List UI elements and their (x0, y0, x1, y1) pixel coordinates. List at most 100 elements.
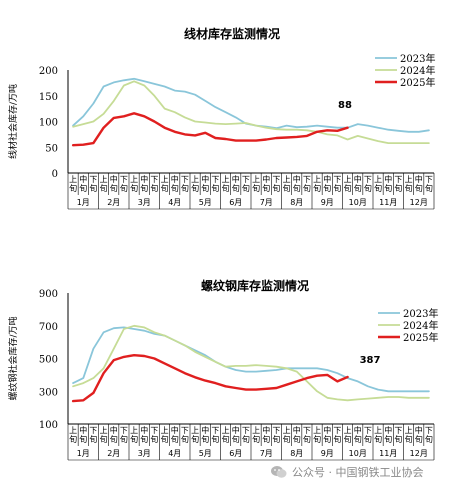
chart1-period-label: 中 (293, 174, 301, 184)
chart2-period-label: 旬 (130, 434, 138, 444)
chart2-period-label: 中 (293, 425, 301, 435)
chart1-period-label: 上 (191, 175, 199, 184)
chart2-period-label: 旬 (252, 434, 260, 444)
chart2-month-label: 10月 (349, 449, 367, 458)
chart2-period-label: 上 (405, 426, 413, 435)
chart1-period-label: 中 (171, 174, 179, 184)
chart2-period-label: 中 (415, 425, 423, 435)
chart1-month-label: 5月 (199, 198, 212, 207)
chart1-period-label: 旬 (69, 183, 77, 193)
chart1-period-label: 旬 (405, 183, 413, 193)
chart2-period-label: 旬 (100, 434, 108, 444)
chart1-period-label: 旬 (110, 183, 118, 193)
chart1-y-tick-label: 100 (39, 118, 58, 129)
chart1-period-label: 旬 (415, 183, 423, 193)
chart2-period-label: 旬 (323, 434, 331, 444)
chart1-period-label: 上 (252, 175, 260, 184)
watermark: 公众号 · 中国钢铁工业协会 (270, 463, 424, 481)
chart1-period-label: 旬 (120, 183, 128, 193)
chart2-period-label: 下 (272, 426, 280, 435)
chart1-period-label: 旬 (262, 183, 270, 193)
chart2-period-label: 旬 (405, 434, 413, 444)
chart2-series-line-1 (72, 326, 430, 393)
chart2-period-label: 中 (110, 425, 118, 435)
chart1-period-label: 旬 (161, 183, 169, 193)
chart2-y-axis-label: 螺纹钢社会库存/万吨 (7, 316, 19, 400)
chart1-period-label: 中 (354, 174, 362, 184)
chart2-month-label: 4月 (168, 449, 181, 458)
chart1-period-label: 旬 (323, 183, 331, 193)
chart2-legend-label: 2025年 (403, 331, 438, 344)
chart2-period-label: 旬 (242, 434, 250, 444)
chart2-month-label: 12月 (410, 449, 428, 458)
chart2-period-label: 旬 (120, 434, 128, 444)
chart2-period-label: 上 (222, 426, 230, 435)
chart2-period-label: 旬 (262, 434, 270, 444)
chart2-period-label: 旬 (222, 434, 230, 444)
chart2-period-label: 上 (344, 426, 352, 435)
chart2-month-label: 5月 (199, 449, 212, 458)
chart1-month-label: 1月 (77, 198, 90, 207)
chart2-period-label: 上 (100, 426, 108, 435)
chart1-period-label: 中 (384, 174, 392, 184)
chart2-month-label: 1月 (77, 449, 90, 458)
chart2-month-label: 6月 (229, 449, 242, 458)
chart1-month-label: 9月 (321, 198, 334, 207)
chart1-period-label: 上 (100, 175, 108, 184)
chart2-period-label: 旬 (79, 434, 87, 444)
chart1-period-label: 下 (181, 175, 189, 184)
watermark-text: 公众号 · 中国钢铁工业协会 (292, 466, 424, 479)
chart1-period-label: 旬 (140, 183, 148, 193)
chart2-period-label: 中 (354, 425, 362, 435)
chart1-period-label: 旬 (150, 183, 158, 193)
chart2-month-label: 8月 (290, 449, 303, 458)
chart1-period-label: 中 (323, 174, 331, 184)
chart1-period-label: 中 (415, 174, 423, 184)
chart2-period-label: 旬 (140, 434, 148, 444)
chart2-period-label: 旬 (303, 434, 311, 444)
chart1-period-label: 旬 (79, 183, 87, 193)
chart2-period-label: 中 (79, 425, 87, 435)
chart1-series-line-3 (71, 112, 349, 147)
chart2-period-label: 下 (181, 426, 189, 435)
chart2-period-label: 旬 (69, 434, 77, 444)
chart2-period-label: 下 (333, 426, 341, 435)
chart1-month-label: 3月 (138, 198, 151, 207)
chart1-period-label: 旬 (293, 183, 301, 193)
chart2-period-label: 旬 (232, 434, 240, 444)
chart2-period-label: 上 (130, 426, 138, 435)
chart1-period-label: 中 (232, 174, 240, 184)
chart2-period-label: 旬 (181, 434, 189, 444)
chart1-period-label: 下 (272, 175, 280, 184)
chart2-period-label: 上 (161, 426, 169, 435)
chart1-period-label: 下 (333, 175, 341, 184)
chart1-legend-label: 2023年 (400, 52, 435, 65)
chart1-period-label: 旬 (374, 183, 382, 193)
chart2-y-tick-label: 900 (39, 289, 58, 300)
chart2-period-label: 旬 (283, 434, 291, 444)
chart2-period-label: 下 (364, 426, 372, 435)
chart1-period-label: 旬 (344, 183, 352, 193)
chart2-period-label: 旬 (344, 434, 352, 444)
chart1-annotation: 88 (338, 100, 352, 111)
chart2-period-label: 旬 (191, 434, 199, 444)
chart1-month-label: 4月 (168, 198, 181, 207)
chart2-series-line-3 (71, 354, 349, 403)
chart1-period-label: 旬 (222, 183, 230, 193)
chart1-y-tick-label: 200 (39, 66, 58, 77)
chart1-period-label: 上 (405, 175, 413, 184)
chart1-month-label: 2月 (107, 198, 120, 207)
chart1-period-label: 旬 (242, 183, 250, 193)
chart1-period-label: 下 (394, 175, 402, 184)
chart2-period-label: 旬 (313, 434, 321, 444)
chart1-period-label: 中 (79, 174, 87, 184)
chart2-period-label: 上 (283, 426, 291, 435)
chart1-title: 线材库存监测情况 (184, 26, 280, 41)
chart1-y-tick-label: 150 (39, 92, 58, 103)
chart2-period-label: 下 (89, 426, 97, 435)
chart1-period-label: 上 (313, 175, 321, 184)
chart1-month-label: 11月 (379, 198, 397, 207)
chart2-period-label: 旬 (211, 434, 219, 444)
chart2-period-label: 上 (374, 426, 382, 435)
chart2-period-label: 中 (201, 425, 209, 435)
